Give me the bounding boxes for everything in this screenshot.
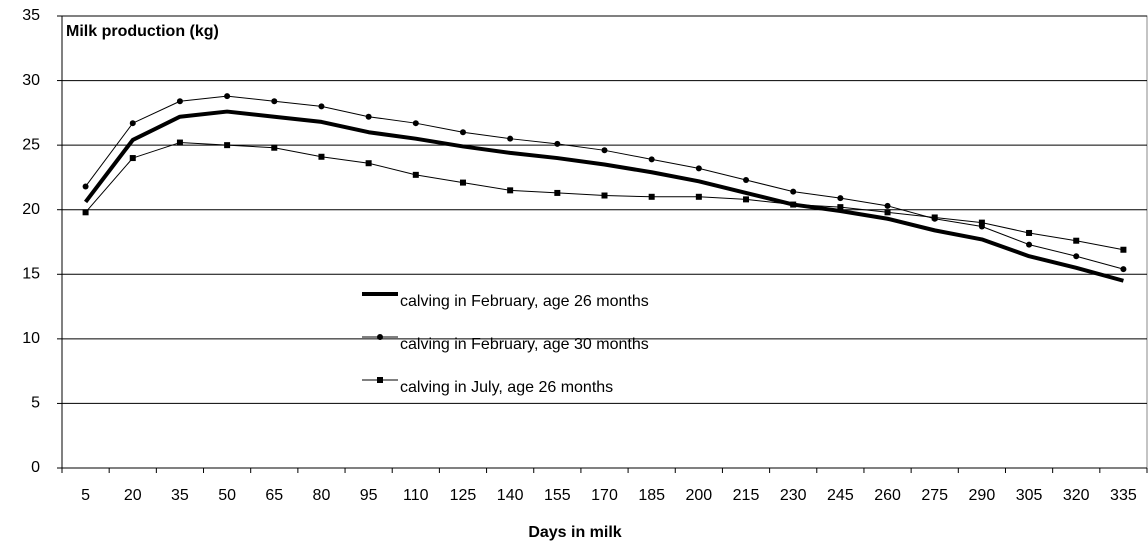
y-tick-label: 20: [22, 201, 40, 218]
x-tick-label: 35: [171, 487, 189, 504]
y-tick-label: 15: [22, 266, 40, 283]
point: [318, 103, 325, 110]
x-tick-label: 140: [497, 487, 524, 504]
y-tick-label: 30: [22, 72, 40, 89]
point: [1026, 241, 1033, 248]
x-tick-label: 200: [685, 487, 712, 504]
point: [695, 193, 702, 200]
legend-label: calving in February, age 26 months: [400, 293, 649, 310]
x-tick-label: 50: [218, 487, 236, 504]
point: [129, 155, 136, 162]
x-tick-label: 215: [733, 487, 760, 504]
x-tick-label: 230: [780, 487, 807, 504]
point: [224, 142, 231, 149]
x-tick-label: 110: [403, 487, 429, 504]
legend-label: calving in July, age 26 months: [400, 379, 613, 396]
point: [884, 202, 891, 209]
x-tick-label: 320: [1063, 487, 1090, 504]
point: [224, 93, 231, 100]
point: [1073, 237, 1080, 244]
point: [412, 120, 419, 127]
legend-marker: [377, 334, 383, 340]
y-tick-label: 0: [31, 459, 40, 476]
point: [648, 156, 655, 163]
point: [412, 171, 419, 178]
x-tick-label: 20: [124, 487, 142, 504]
point: [365, 113, 372, 120]
point: [1120, 266, 1127, 273]
point: [648, 193, 655, 200]
point: [837, 204, 844, 211]
x-axis-label: Days in milk: [528, 524, 621, 541]
point: [743, 177, 750, 184]
point: [743, 196, 750, 203]
x-tick-label: 155: [544, 487, 571, 504]
point: [82, 183, 89, 190]
chart-title: Milk production (kg): [66, 23, 219, 40]
legend-label: calving in February, age 30 months: [400, 336, 649, 353]
point: [884, 209, 891, 216]
point: [129, 120, 136, 127]
y-tick-label: 35: [22, 7, 40, 24]
point: [695, 165, 702, 172]
point: [507, 135, 514, 142]
x-tick-label: 95: [360, 487, 378, 504]
point: [459, 129, 466, 136]
point: [554, 189, 561, 196]
x-tick-label: 170: [591, 487, 618, 504]
x-tick-label: 5: [81, 487, 90, 504]
x-tick-label: 125: [450, 487, 477, 504]
x-tick-label: 185: [638, 487, 665, 504]
x-tick-label: 275: [921, 487, 948, 504]
point: [507, 187, 514, 194]
point: [459, 179, 466, 186]
x-tick-label: 65: [265, 487, 283, 504]
x-tick-label: 305: [1016, 487, 1043, 504]
point: [318, 153, 325, 160]
point: [601, 192, 608, 199]
legend-marker: [377, 377, 383, 383]
point: [176, 98, 183, 105]
y-tick-label: 25: [22, 136, 40, 153]
y-tick-label: 10: [22, 330, 40, 347]
point: [1026, 229, 1033, 236]
point: [271, 98, 278, 105]
point: [554, 140, 561, 147]
point: [790, 188, 797, 195]
point: [978, 219, 985, 226]
point: [1073, 253, 1080, 260]
point: [82, 209, 89, 216]
x-tick-label: 260: [874, 487, 901, 504]
x-tick-label: 290: [969, 487, 996, 504]
y-tick-label: 5: [31, 395, 40, 412]
point: [271, 144, 278, 151]
series-line: [85, 95, 1124, 270]
point: [790, 201, 797, 208]
point: [837, 195, 844, 202]
x-tick-label: 80: [313, 487, 331, 504]
point: [601, 147, 608, 154]
x-tick-label: 335: [1110, 487, 1137, 504]
point: [931, 214, 938, 221]
point: [1120, 246, 1127, 253]
point: [365, 160, 372, 167]
x-tick-label: 245: [827, 487, 854, 504]
series-line: [83, 109, 1124, 283]
point: [176, 139, 183, 146]
